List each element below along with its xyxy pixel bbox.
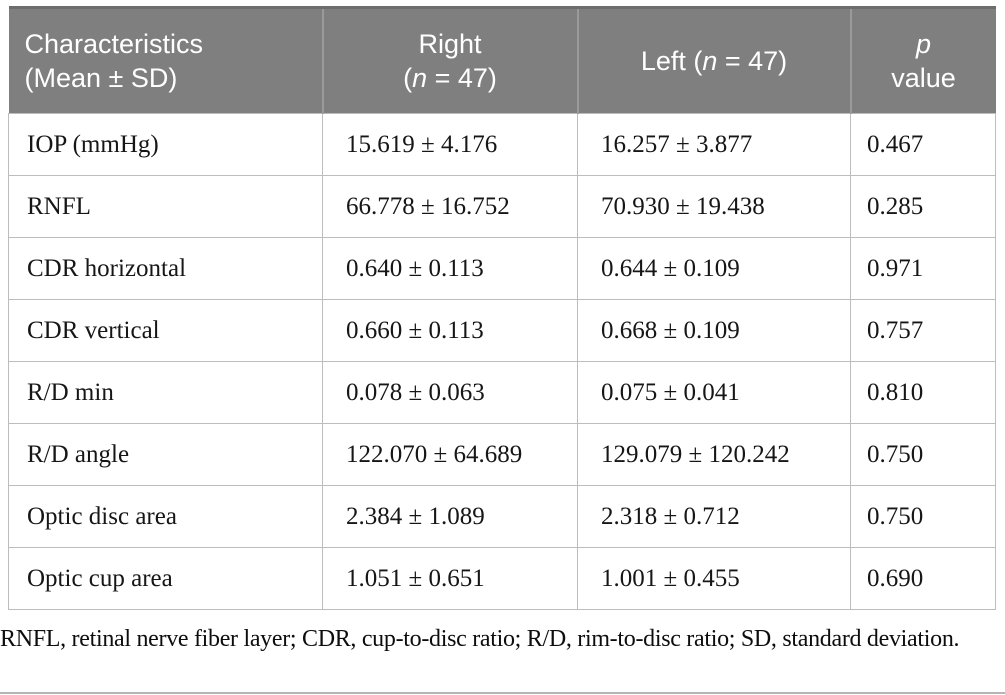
row-right-value: 122.070 ± 64.689 xyxy=(322,423,578,486)
header-right-n-symbol: n xyxy=(412,63,428,93)
row-left-value: 16.257 ± 3.877 xyxy=(577,113,851,176)
row-left-value: 0.668 ± 0.109 xyxy=(577,299,851,362)
row-left-value: 129.079 ± 120.242 xyxy=(577,423,851,486)
row-p-value: 0.750 xyxy=(850,485,996,548)
table-row: R/D angle 122.070 ± 64.689 129.079 ± 120… xyxy=(8,423,996,486)
row-left-value: 0.644 ± 0.109 xyxy=(577,237,851,300)
table-row: CDR horizontal 0.640 ± 0.113 0.644 ± 0.1… xyxy=(8,237,996,300)
header-left-count: = 47) xyxy=(717,46,788,76)
header-p-label: value xyxy=(891,63,956,93)
table-footnote: RNFL, retinal nerve fiber layer; CDR, cu… xyxy=(0,626,960,652)
row-p-value: 0.757 xyxy=(850,299,996,362)
row-characteristic: R/D angle xyxy=(8,423,323,486)
row-right-value: 1.051 ± 0.651 xyxy=(322,547,578,610)
header-right-line1: Right xyxy=(418,29,482,59)
table-row: IOP (mmHg) 15.619 ± 4.176 16.257 ± 3.877… xyxy=(8,113,996,176)
row-characteristic: IOP (mmHg) xyxy=(8,113,323,176)
row-left-value: 1.001 ± 0.455 xyxy=(577,547,851,610)
header-characteristics-line2: (Mean ± SD) xyxy=(24,63,178,93)
bottom-divider xyxy=(0,692,1005,694)
table-row: RNFL 66.778 ± 16.752 70.930 ± 19.438 0.2… xyxy=(8,175,996,238)
row-characteristic: CDR vertical xyxy=(8,299,323,362)
row-right-value: 0.078 ± 0.063 xyxy=(322,361,578,424)
row-characteristic: Optic disc area xyxy=(8,485,323,548)
row-characteristic: R/D min xyxy=(8,361,323,424)
header-right-line2: (n = 47) xyxy=(324,61,577,95)
header-right-paren: ( xyxy=(403,63,413,93)
header-p-symbol: p xyxy=(915,29,932,59)
row-characteristic: Optic cup area xyxy=(8,547,323,610)
row-p-value: 0.467 xyxy=(850,113,996,176)
header-left-eye: Left (n = 47) xyxy=(576,6,851,114)
row-left-value: 2.318 ± 0.712 xyxy=(577,485,851,548)
header-left-label: Left ( xyxy=(640,46,703,76)
table-header-row: Characteristics (Mean ± SD) Right (n = 4… xyxy=(8,6,996,114)
row-right-value: 66.778 ± 16.752 xyxy=(322,175,578,238)
row-right-value: 0.640 ± 0.113 xyxy=(322,237,578,300)
table-row: Optic disc area 2.384 ± 1.089 2.318 ± 0.… xyxy=(8,485,996,548)
table-body: IOP (mmHg) 15.619 ± 4.176 16.257 ± 3.877… xyxy=(8,113,996,610)
row-p-value: 0.285 xyxy=(850,175,996,238)
table-row: CDR vertical 0.660 ± 0.113 0.668 ± 0.109… xyxy=(8,299,996,362)
characteristics-stats-table: Characteristics (Mean ± SD) Right (n = 4… xyxy=(8,6,996,610)
row-right-value: 2.384 ± 1.089 xyxy=(322,485,578,548)
header-right-count: = 47) xyxy=(427,63,497,93)
header-right-eye: Right (n = 47) xyxy=(321,6,578,114)
row-p-value: 0.690 xyxy=(850,547,996,610)
header-left-n-symbol: n xyxy=(702,46,718,76)
row-p-value: 0.750 xyxy=(850,423,996,486)
row-left-value: 70.930 ± 19.438 xyxy=(577,175,851,238)
table-row: R/D min 0.078 ± 0.063 0.075 ± 0.041 0.81… xyxy=(8,361,996,424)
row-left-value: 0.075 ± 0.041 xyxy=(577,361,851,424)
header-characteristics: Characteristics (Mean ± SD) xyxy=(8,6,323,114)
header-characteristics-line1: Characteristics xyxy=(24,29,204,59)
header-p-value: p value xyxy=(849,6,996,114)
table-header: Characteristics (Mean ± SD) Right (n = 4… xyxy=(8,6,996,114)
table-row: Optic cup area 1.051 ± 0.651 1.001 ± 0.4… xyxy=(8,547,996,610)
row-right-value: 0.660 ± 0.113 xyxy=(322,299,578,362)
row-p-value: 0.971 xyxy=(850,237,996,300)
row-right-value: 15.619 ± 4.176 xyxy=(322,113,578,176)
row-p-value: 0.810 xyxy=(850,361,996,424)
row-characteristic: RNFL xyxy=(8,175,323,238)
row-characteristic: CDR horizontal xyxy=(8,237,323,300)
